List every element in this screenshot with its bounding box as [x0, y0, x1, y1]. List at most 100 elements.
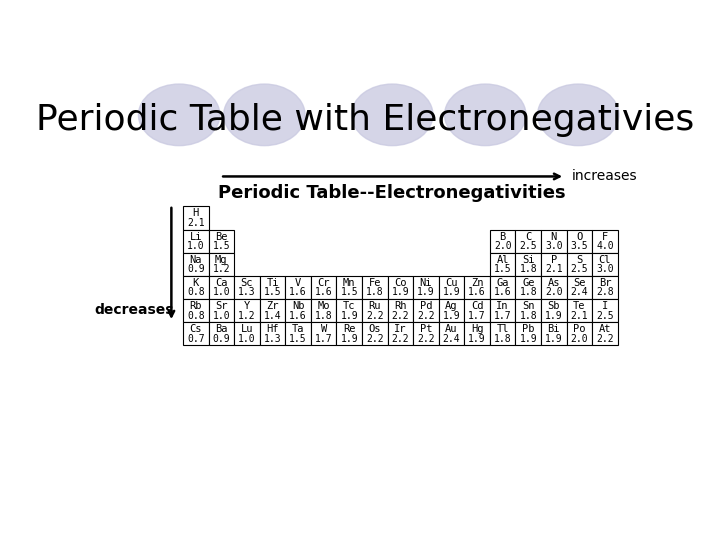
Text: 2.0: 2.0	[571, 334, 588, 343]
Text: 1.9: 1.9	[417, 287, 435, 298]
Text: 2.1: 2.1	[545, 264, 562, 274]
Bar	[285, 322, 311, 345]
Bar	[464, 322, 490, 345]
Text: 1.0: 1.0	[238, 334, 256, 343]
Text: V: V	[295, 278, 301, 288]
Bar	[438, 276, 464, 299]
Text: 1.9: 1.9	[443, 310, 460, 321]
Ellipse shape	[138, 84, 220, 146]
Bar	[516, 230, 541, 253]
Text: Se: Se	[573, 278, 585, 288]
Text: 2.1: 2.1	[187, 218, 204, 228]
Text: Ti: Ti	[266, 278, 279, 288]
Text: In: In	[496, 301, 509, 311]
Text: 1.9: 1.9	[545, 334, 562, 343]
Text: 1.7: 1.7	[494, 310, 511, 321]
Text: Fe: Fe	[369, 278, 381, 288]
Text: Tc: Tc	[343, 301, 356, 311]
Text: Pd: Pd	[420, 301, 432, 311]
Text: 2.0: 2.0	[494, 241, 511, 251]
Text: 2.5: 2.5	[519, 241, 537, 251]
Text: Tl: Tl	[496, 324, 509, 334]
Text: B: B	[500, 232, 506, 241]
Bar	[234, 276, 260, 299]
Bar	[413, 299, 438, 322]
Text: 1.5: 1.5	[494, 264, 511, 274]
Bar	[183, 206, 209, 230]
Bar	[183, 253, 209, 276]
Text: Ag: Ag	[445, 301, 458, 311]
Text: 0.8: 0.8	[187, 287, 204, 298]
Text: increases: increases	[572, 170, 638, 184]
Bar	[593, 276, 618, 299]
Text: At: At	[599, 324, 611, 334]
Bar	[311, 299, 336, 322]
Bar	[490, 253, 516, 276]
Text: 2.1: 2.1	[571, 310, 588, 321]
Text: 3.5: 3.5	[571, 241, 588, 251]
Text: Cr: Cr	[318, 278, 330, 288]
Text: 1.9: 1.9	[519, 334, 537, 343]
Text: Lu: Lu	[240, 324, 253, 334]
Bar	[311, 276, 336, 299]
Text: Sc: Sc	[240, 278, 253, 288]
Bar	[209, 253, 234, 276]
Bar	[438, 322, 464, 345]
Bar	[516, 276, 541, 299]
Text: 0.8: 0.8	[187, 310, 204, 321]
Bar	[362, 299, 387, 322]
Bar	[490, 322, 516, 345]
Text: Ga: Ga	[496, 278, 509, 288]
Text: Li: Li	[189, 232, 202, 241]
Text: O: O	[576, 232, 582, 241]
Text: Po: Po	[573, 324, 585, 334]
Text: 0.9: 0.9	[212, 334, 230, 343]
Text: 1.8: 1.8	[519, 287, 537, 298]
Text: F: F	[602, 232, 608, 241]
Text: 2.5: 2.5	[571, 264, 588, 274]
Bar	[567, 299, 593, 322]
Bar	[541, 230, 567, 253]
Bar	[387, 276, 413, 299]
Text: 2.2: 2.2	[392, 310, 409, 321]
Text: 1.2: 1.2	[212, 264, 230, 274]
Text: Ge: Ge	[522, 278, 534, 288]
Text: Mg: Mg	[215, 255, 228, 265]
Bar	[362, 276, 387, 299]
Text: 1.7: 1.7	[315, 334, 333, 343]
Text: Nb: Nb	[292, 301, 305, 311]
Bar	[464, 276, 490, 299]
Text: 1.8: 1.8	[366, 287, 384, 298]
Text: W: W	[320, 324, 327, 334]
Text: Co: Co	[394, 278, 407, 288]
Text: Mn: Mn	[343, 278, 356, 288]
Text: Au: Au	[445, 324, 458, 334]
Text: 1.9: 1.9	[341, 310, 358, 321]
Text: Br: Br	[599, 278, 611, 288]
Text: 0.9: 0.9	[187, 264, 204, 274]
Text: 1.5: 1.5	[212, 241, 230, 251]
Ellipse shape	[538, 84, 619, 146]
Text: 1.6: 1.6	[315, 287, 333, 298]
Text: Hg: Hg	[471, 324, 483, 334]
Text: Zr: Zr	[266, 301, 279, 311]
Text: 1.3: 1.3	[238, 287, 256, 298]
Text: P: P	[551, 255, 557, 265]
Text: 3.0: 3.0	[545, 241, 562, 251]
Ellipse shape	[444, 84, 526, 146]
Bar	[311, 322, 336, 345]
Bar	[593, 253, 618, 276]
Bar	[516, 253, 541, 276]
Text: Cd: Cd	[471, 301, 483, 311]
Text: 2.2: 2.2	[392, 334, 409, 343]
Bar	[209, 299, 234, 322]
Text: 2.2: 2.2	[417, 334, 435, 343]
Text: Na: Na	[189, 255, 202, 265]
Text: Periodic Table--Electronegativities: Periodic Table--Electronegativities	[218, 184, 566, 201]
Text: Rb: Rb	[189, 301, 202, 311]
Text: 1.0: 1.0	[212, 310, 230, 321]
Text: Cs: Cs	[189, 324, 202, 334]
Text: Ta: Ta	[292, 324, 305, 334]
Bar	[567, 276, 593, 299]
Bar	[541, 299, 567, 322]
